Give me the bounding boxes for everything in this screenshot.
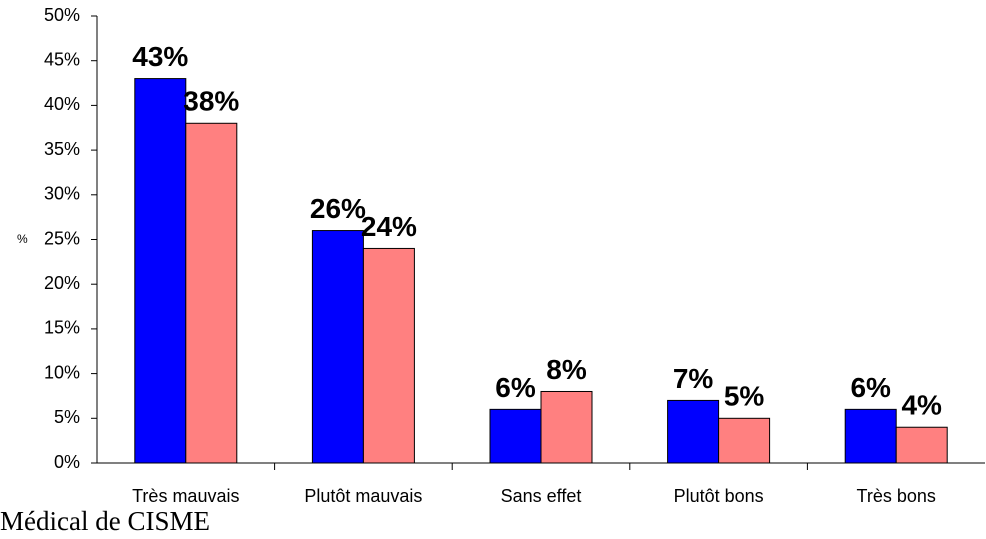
bar bbox=[134, 78, 187, 464]
value-label: 7% bbox=[673, 363, 714, 394]
x-tick-label: Sans effet bbox=[501, 486, 582, 506]
y-tick-label: 40% bbox=[44, 94, 80, 114]
bar bbox=[895, 426, 948, 464]
bar bbox=[844, 408, 897, 464]
bar bbox=[489, 408, 542, 464]
x-tick-label: Très bons bbox=[857, 486, 936, 506]
bar bbox=[185, 122, 238, 464]
y-axis-label: % bbox=[17, 232, 28, 246]
bar bbox=[667, 399, 720, 464]
y-tick-label: 25% bbox=[44, 228, 80, 248]
y-tick-label: 10% bbox=[44, 362, 80, 382]
x-tick-label: Plutôt mauvais bbox=[304, 486, 422, 506]
bar bbox=[540, 390, 593, 464]
bar bbox=[311, 230, 364, 464]
value-label: 24% bbox=[361, 211, 417, 242]
y-tick-label: 15% bbox=[44, 318, 80, 338]
bar bbox=[718, 417, 771, 464]
value-label: 6% bbox=[850, 372, 891, 403]
x-tick-label: Plutôt bons bbox=[674, 486, 764, 506]
y-tick-label: 5% bbox=[54, 407, 80, 427]
x-tick-label: Très mauvais bbox=[132, 486, 239, 506]
value-label: 6% bbox=[495, 372, 536, 403]
value-label: 38% bbox=[183, 86, 239, 117]
y-tick-label: 30% bbox=[44, 184, 80, 204]
y-tick-label: 20% bbox=[44, 273, 80, 293]
value-label: 26% bbox=[310, 193, 366, 224]
value-label: 43% bbox=[132, 41, 188, 72]
value-label: 8% bbox=[546, 354, 587, 385]
bar bbox=[362, 247, 415, 464]
y-tick-label: 45% bbox=[44, 49, 80, 69]
value-label: 4% bbox=[901, 390, 942, 421]
footer: Médical de CISME bbox=[0, 506, 210, 536]
y-tick-label: 35% bbox=[44, 139, 80, 159]
y-tick-label: 0% bbox=[54, 452, 80, 472]
value-label: 5% bbox=[724, 381, 765, 412]
y-tick-label: 50% bbox=[44, 5, 80, 25]
